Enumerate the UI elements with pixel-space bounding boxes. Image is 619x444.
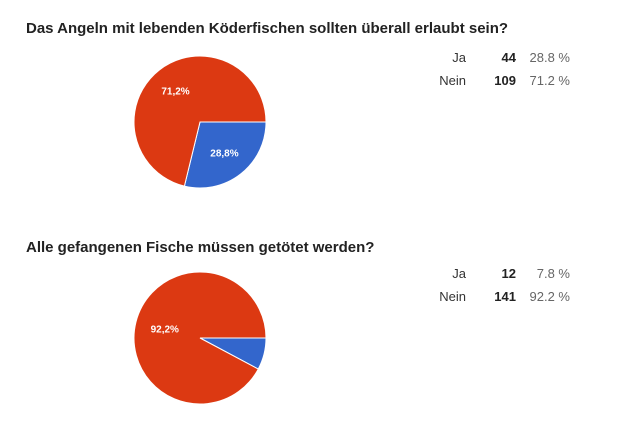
question-title: Das Angeln mit lebenden Köderfischen sol… (26, 20, 509, 37)
pie-slice-nein (133, 55, 267, 187)
pie-chart: 92,2% (133, 271, 267, 405)
result-row-ja: Ja 44 28.8 % (420, 46, 570, 69)
answer-percent: 71.2 % (529, 73, 570, 88)
pie-slice-ja (183, 121, 267, 189)
slice-label-ja: 28,8% (210, 149, 238, 160)
answer-percent: 28.8 % (529, 50, 570, 65)
answer-count: 12 (501, 266, 516, 281)
answer-percent: 92.2 % (529, 289, 570, 304)
answer-count: 109 (494, 73, 516, 88)
answer-label: Nein (439, 73, 466, 88)
answer-label: Ja (452, 50, 466, 65)
result-row-ja: Ja 12 7.8 % (420, 262, 570, 285)
result-row-nein: Nein 141 92.2 % (420, 285, 570, 308)
question-1: Das Angeln mit lebenden Köderfischen sol… (26, 20, 570, 189)
result-row-nein: Nein 109 71.2 % (420, 69, 570, 92)
answer-label: Nein (439, 289, 466, 304)
results-table: Ja 44 28.8 % Nein 109 71.2 % (420, 46, 570, 92)
question-title: Alle gefangenen Fische müssen getötet we… (26, 239, 375, 256)
slice-label-nein: 92,2% (151, 325, 179, 336)
answer-label: Ja (452, 266, 466, 281)
results-table: Ja 12 7.8 % Nein 141 92.2 % (420, 262, 570, 308)
pie-slice-nein (133, 271, 267, 405)
pie-chart: 28,8% 71,2% (133, 55, 267, 189)
answer-count: 44 (501, 50, 516, 65)
answer-percent: 7.8 % (536, 266, 570, 281)
slice-label-nein: 71,2% (161, 86, 189, 97)
answer-count: 141 (494, 289, 516, 304)
question-2: Alle gefangenen Fische müssen getötet we… (0, 222, 619, 444)
